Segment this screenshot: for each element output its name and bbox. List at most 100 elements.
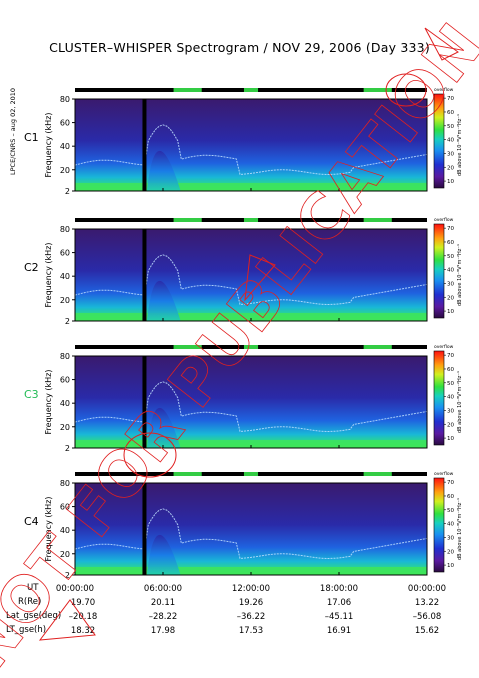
y-tick-label: 80 — [60, 352, 70, 361]
y-axis-label: Frequency (kHz) — [44, 370, 53, 435]
colorbar-tick-label: 30 — [447, 151, 454, 157]
status-label: overflow — [434, 344, 454, 350]
y-tick-label: 2 — [65, 187, 70, 196]
status-segment — [363, 472, 392, 476]
y-tick-label: 20 — [60, 550, 70, 559]
colorbar-tick-label: 20 — [447, 422, 454, 428]
time-tick-label: 00:00:00 — [56, 584, 94, 594]
colorbar-tick-label: 70 — [447, 226, 454, 232]
orbit-row-label: R(Re) — [18, 597, 42, 607]
colorbar-tick-label: 50 — [447, 254, 454, 260]
spectrogram-image — [75, 356, 427, 448]
colorbar-tick-label: 20 — [447, 295, 454, 301]
panel-label: C2 — [24, 261, 39, 274]
colorbar-tick-label: 10 — [447, 436, 454, 442]
chart-title: CLUSTER–WHISPER Spectrogram / NOV 29, 20… — [49, 40, 430, 55]
colorbar-tick-label: 10 — [447, 309, 454, 315]
colorbar-tick-label: 40 — [447, 395, 454, 401]
orbit-value: –45.11 — [325, 612, 354, 622]
colorbar-tick-label: 40 — [447, 138, 454, 144]
colorbar-tick-label: 60 — [447, 110, 454, 116]
colorbar-tick-label: 70 — [447, 480, 454, 486]
status-segment — [243, 345, 259, 349]
plasma-feature — [146, 280, 181, 321]
y-tick-label: 40 — [60, 399, 70, 408]
y-tick-label: 80 — [60, 479, 70, 488]
orbit-value: 19.70 — [71, 598, 95, 608]
y-tick-label: 2 — [65, 571, 70, 580]
status-label: overflow — [434, 471, 454, 477]
y-axis-label: Frequency (kHz) — [44, 243, 53, 308]
status-segment — [243, 218, 259, 222]
y-tick-label: 20 — [60, 166, 70, 175]
colorbar-tick-label: 60 — [447, 240, 454, 246]
panel-c1: overflow 2 20 40 60 80 Frequency (kHz) C1 10 20 30… — [24, 87, 463, 196]
spectrogram-image — [75, 229, 427, 321]
colorbar — [433, 223, 445, 319]
y-tick-label: 40 — [60, 526, 70, 535]
y-tick-label: 20 — [60, 423, 70, 432]
y-tick-label: 60 — [60, 119, 70, 128]
ut-label: UT — [27, 583, 39, 593]
colorbar-tick-label: 70 — [447, 353, 454, 359]
density-trace — [74, 124, 428, 176]
colorbar-tick-label: 40 — [447, 268, 454, 274]
status-segment — [173, 218, 202, 222]
panel-label: C3 — [24, 388, 39, 401]
plasma-feature — [146, 534, 181, 575]
colorbar-tick-label: 10 — [447, 179, 454, 185]
orbit-value: 19.26 — [239, 598, 263, 608]
colorbar-tick-label: 40 — [447, 522, 454, 528]
y-tick-label: 40 — [60, 142, 70, 151]
panel-c3: overflow 2 20 40 60 80 Frequency (kHz) C3 10 20 30… — [24, 344, 463, 453]
density-trace — [74, 381, 428, 433]
orbit-row-label: Lat_gse(deg) — [6, 611, 62, 621]
orbit-value: 18.32 — [71, 626, 95, 636]
colorbar-label: dB above 10⁻⁸V²m⁻²Hz⁻¹ — [457, 114, 463, 176]
y-tick-label: 2 — [65, 444, 70, 453]
low-frequency-band — [75, 313, 427, 321]
status-segment — [363, 218, 392, 222]
y-tick-label: 80 — [60, 225, 70, 234]
panel-label: C1 — [24, 131, 39, 144]
status-segment — [243, 88, 259, 92]
colorbar-tick-label: 30 — [447, 281, 454, 287]
status-segment — [173, 472, 202, 476]
orbit-value: –56.08 — [413, 612, 442, 622]
colorbar-tick-label: 60 — [447, 367, 454, 373]
orbit-value: 13.22 — [415, 598, 439, 608]
time-tick-label: 18:00:00 — [320, 584, 358, 594]
orbit-value: 17.06 — [327, 598, 351, 608]
density-trace — [74, 508, 428, 560]
y-tick-label: 80 — [60, 95, 70, 104]
colorbar-tick-label: 20 — [447, 165, 454, 171]
colorbar — [433, 477, 445, 573]
y-tick-label: 60 — [60, 376, 70, 385]
time-tick-label: 12:00:00 — [232, 584, 270, 594]
low-frequency-band — [75, 440, 427, 448]
orbit-value: 20.11 — [151, 598, 175, 608]
colorbar-tick-label: 20 — [447, 549, 454, 555]
colorbar-tick-label: 50 — [447, 508, 454, 514]
time-tick-label: 00:00:00 — [408, 584, 446, 594]
status-segment — [173, 88, 202, 92]
spectrogram-image — [75, 99, 427, 191]
time-tick-label: 06:00:00 — [144, 584, 182, 594]
status-segment — [243, 472, 259, 476]
low-frequency-band — [75, 567, 427, 575]
status-label: overflow — [434, 217, 454, 223]
data-gap — [142, 356, 147, 448]
orbit-value: 17.98 — [151, 626, 175, 636]
y-tick-label: 60 — [60, 503, 70, 512]
status-segment — [363, 345, 392, 349]
low-frequency-band — [75, 183, 427, 191]
orbit-value: –36.22 — [237, 612, 266, 622]
data-gap — [142, 483, 147, 575]
y-tick-label: 20 — [60, 296, 70, 305]
colorbar-label: dB above 10⁻⁸V²m⁻²Hz⁻¹ — [457, 371, 463, 433]
status-segment — [173, 345, 202, 349]
colorbar — [433, 350, 445, 446]
y-axis-label: Frequency (kHz) — [44, 113, 53, 178]
colorbar-tick-label: 50 — [447, 124, 454, 130]
